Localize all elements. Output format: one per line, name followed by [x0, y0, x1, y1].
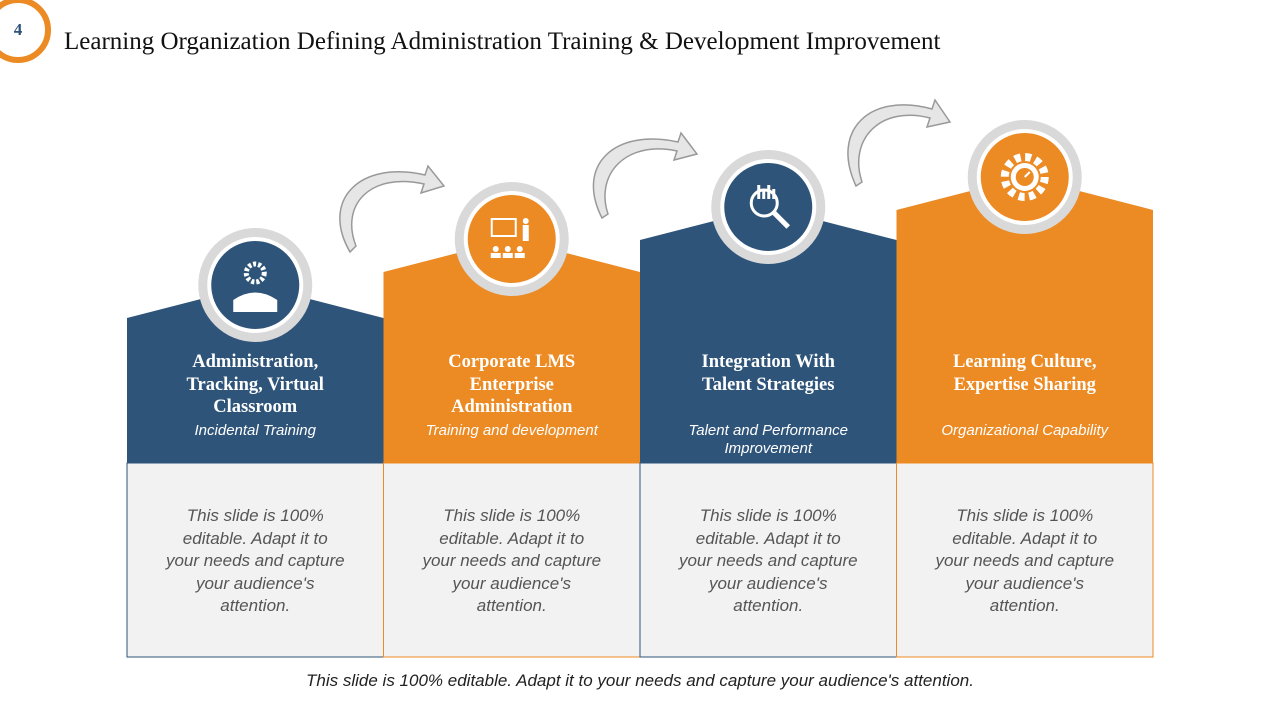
icon [490, 253, 501, 258]
icon [490, 218, 529, 258]
column-body-text: This slide is 100% editable. Adapt it to… [165, 506, 345, 615]
column-title: Talent Strategies [702, 374, 835, 395]
column-body [896, 462, 1154, 658]
column-body-text: This slide is 100% editable. Adapt it to… [935, 506, 1115, 615]
icon-circle [720, 159, 817, 255]
column-title: Administration, [192, 352, 319, 372]
column-title: Expertise Sharing [953, 374, 1096, 395]
arrow [847, 98, 952, 188]
icon [767, 185, 771, 199]
arrow [592, 131, 699, 220]
column-header [127, 285, 384, 463]
column-header [383, 239, 640, 463]
column-title: Administration [451, 397, 573, 417]
icon [522, 218, 529, 224]
icon [522, 225, 529, 241]
column-title: Integration With [701, 352, 835, 372]
icon [492, 246, 499, 252]
column-body [639, 462, 897, 658]
slide-number: 4 [13, 20, 23, 39]
icon [1000, 153, 1049, 201]
icon [749, 185, 791, 229]
column-subtitle: Training and development [425, 422, 598, 439]
column-title: Corporate LMS [448, 352, 576, 372]
icon-circle [463, 191, 560, 287]
icon [516, 246, 523, 252]
icon-circle [207, 237, 304, 333]
slide-title: Learning Organization Defining Administr… [64, 28, 941, 55]
column-header [896, 177, 1153, 463]
slide-number-ring [0, 0, 51, 63]
icon [502, 253, 513, 258]
column-header [640, 207, 897, 463]
icon [233, 261, 278, 312]
column-title: Learning Culture, [952, 352, 1097, 372]
column-title: Enterprise [469, 374, 554, 395]
icon [772, 211, 791, 229]
column-body-text: This slide is 100% editable. Adapt it to… [678, 506, 858, 615]
icon [772, 189, 776, 199]
icon [1024, 171, 1031, 178]
column-subtitle: Organizational Capability [941, 422, 1109, 439]
column-body-text: This slide is 100% editable. Adapt it to… [422, 506, 602, 615]
column-title: Tracking, Virtual [186, 374, 324, 395]
footer: This slide is 100% editable. Adapt it to… [306, 671, 974, 690]
icon [233, 292, 278, 312]
icon [490, 218, 517, 237]
arrow [339, 164, 446, 254]
icon [514, 253, 525, 258]
column-subtitle: Incidental Training [194, 422, 316, 439]
icon [1000, 153, 1049, 201]
icon [757, 185, 761, 199]
icon [243, 261, 267, 285]
arrows [339, 98, 952, 254]
column-title: Classroom [213, 397, 298, 417]
column-body [126, 462, 384, 658]
icon [504, 246, 511, 252]
column-subtitle: Talent and Performance Improvement [688, 422, 849, 457]
icon [762, 189, 766, 199]
